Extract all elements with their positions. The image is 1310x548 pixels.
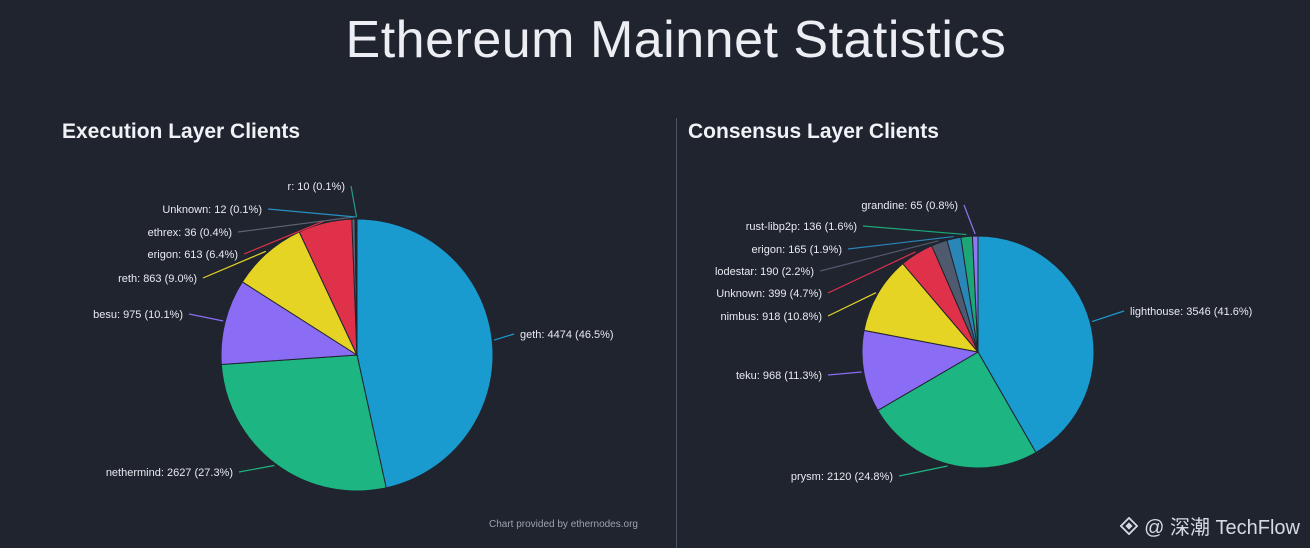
- chart-credit: Chart provided by ethernodes.org: [489, 519, 638, 530]
- cons-label-lighthouse: lighthouse: 3546 (41.6%): [1130, 306, 1252, 318]
- cons-label-teku: teku: 968 (11.3%): [736, 370, 822, 382]
- exec-leader-geth: [494, 333, 515, 341]
- diamond-logo-icon: [1120, 516, 1139, 535]
- exec-slice-geth: [356, 218, 494, 489]
- exec-leader-nethermind: [238, 464, 275, 473]
- watermark-text: @ 深潮 TechFlow: [1144, 517, 1300, 539]
- cons-slice-nimbus: [863, 262, 980, 353]
- exec-leader-r: [350, 185, 358, 218]
- exec-leader-erigon: [243, 220, 325, 255]
- cons-label-unknown: Unknown: 399 (4.7%): [716, 288, 822, 300]
- cons-leader-lighthouse: [1091, 310, 1125, 323]
- exec-leader-besu: [188, 313, 224, 322]
- cons-leader-unknown: [827, 251, 916, 294]
- cons-leader-erigon: [847, 235, 954, 250]
- cons-leader-lodestar: [819, 240, 939, 272]
- exec-label-erigon: erigon: 613 (6.4%): [148, 249, 239, 261]
- watermark: @ 深潮 TechFlow: [1120, 511, 1300, 540]
- exec-label-besu: besu: 975 (10.1%): [93, 309, 183, 321]
- exec-label-nethermind: nethermind: 2627 (27.3%): [106, 467, 233, 479]
- chart-divider: [676, 118, 677, 548]
- cons-leader-rust-libp2p: [862, 225, 967, 236]
- page-title: Ethereum Mainnet Statistics: [345, 11, 1007, 69]
- exec-slice-nethermind: [220, 354, 387, 492]
- cons-leader-prysm: [898, 465, 948, 477]
- exec-leader-ethrex: [237, 216, 354, 233]
- cons-label-grandine: grandine: 65 (0.8%): [861, 200, 958, 212]
- cons-label-nimbus: nimbus: 918 (10.8%): [721, 311, 823, 323]
- exec-label-unknown: Unknown: 12 (0.1%): [162, 204, 262, 216]
- execution-chart-title: Execution Layer Clients: [62, 120, 301, 143]
- exec-leader-reth: [202, 250, 267, 279]
- cons-slice-grandine: [971, 235, 979, 353]
- cons-leader-nimbus: [827, 292, 877, 317]
- consensus-chart-title: Consensus Layer Clients: [688, 120, 939, 143]
- exec-slice-r: [355, 218, 358, 356]
- exec-slice-besu: [220, 281, 359, 365]
- cons-label-lodestar: lodestar: 190 (2.2%): [715, 266, 814, 278]
- exec-label-r: r: 10 (0.1%): [288, 181, 345, 193]
- cons-slice-prysm: [877, 351, 1037, 469]
- cons-leader-grandine: [963, 204, 976, 235]
- cons-leader-teku: [827, 371, 862, 376]
- cons-slice-teku: [861, 329, 980, 412]
- exec-label-ethrex: ethrex: 36 (0.4%): [148, 227, 232, 239]
- exec-label-geth: geth: 4474 (46.5%): [520, 329, 614, 341]
- cons-label-prysm: prysm: 2120 (24.8%): [791, 471, 893, 483]
- cons-label-rust-libp2p: rust-libp2p: 136 (1.6%): [746, 221, 857, 233]
- cons-label-erigon: erigon: 165 (1.9%): [752, 244, 843, 256]
- cons-slice-lighthouse: [977, 235, 1095, 454]
- exec-leader-unknown: [267, 208, 356, 218]
- exec-label-reth: reth: 863 (9.0%): [118, 273, 197, 285]
